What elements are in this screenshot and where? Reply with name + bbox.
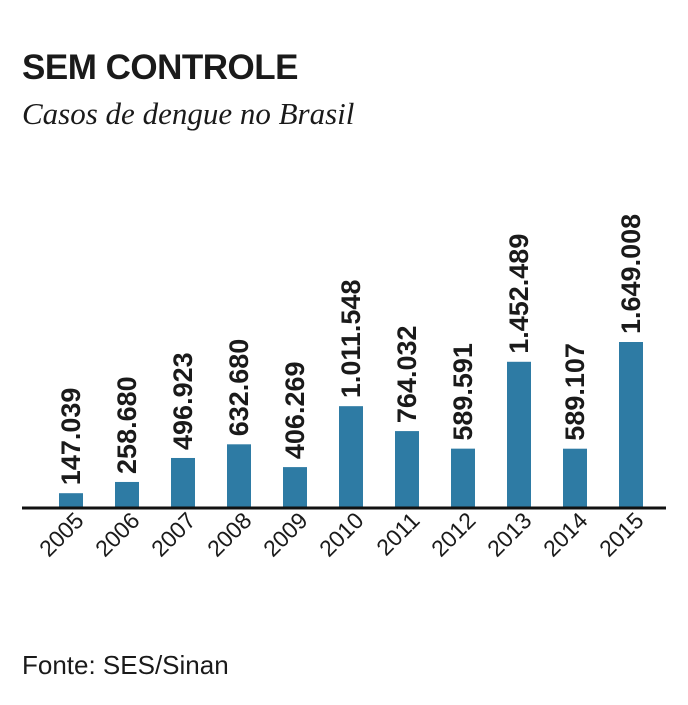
value-label: 147.039 <box>56 388 86 486</box>
bar-2015 <box>619 342 643 508</box>
bar-2011 <box>395 431 419 508</box>
x-tick-label: 2011 <box>371 507 424 560</box>
chart-subtitle: Casos de dengue no Brasil <box>22 96 355 131</box>
value-label: 258.680 <box>112 376 142 474</box>
value-label: 1.452.489 <box>504 234 534 354</box>
bar-2008 <box>227 444 251 508</box>
x-tick-label: 2009 <box>258 507 313 562</box>
bar-2010 <box>339 406 363 508</box>
x-tick-label: 2008 <box>202 507 257 562</box>
bar-2007 <box>171 457 195 508</box>
bar-2009 <box>283 467 307 508</box>
bar-2012 <box>451 448 475 508</box>
value-label: 1.011.548 <box>336 280 366 399</box>
value-label: 764.032 <box>392 325 422 423</box>
x-tick-label: 2005 <box>34 507 89 562</box>
bar-2005 <box>59 493 83 508</box>
value-label: 406.269 <box>280 361 310 459</box>
x-tick-label: 2012 <box>426 507 481 562</box>
x-tick-label: 2013 <box>482 507 537 562</box>
value-label: 632.680 <box>224 339 254 437</box>
x-tick-label: 2010 <box>314 507 369 562</box>
x-tick-label: 2014 <box>538 507 593 562</box>
x-tick-label: 2006 <box>90 507 145 562</box>
x-tick-label: 2007 <box>146 507 201 562</box>
bar-2014 <box>563 448 587 508</box>
bar-2006 <box>115 481 139 508</box>
x-tick-label: 2015 <box>594 507 649 562</box>
chart-title: SEM CONTROLE <box>22 48 298 87</box>
bar-2013 <box>507 361 531 508</box>
value-label: 589.107 <box>560 343 590 441</box>
chart-source: Fonte: SES/Sinan <box>22 650 229 680</box>
value-label: 1.649.008 <box>616 214 646 334</box>
value-label: 589.591 <box>448 343 478 441</box>
value-label: 496.923 <box>168 352 198 450</box>
